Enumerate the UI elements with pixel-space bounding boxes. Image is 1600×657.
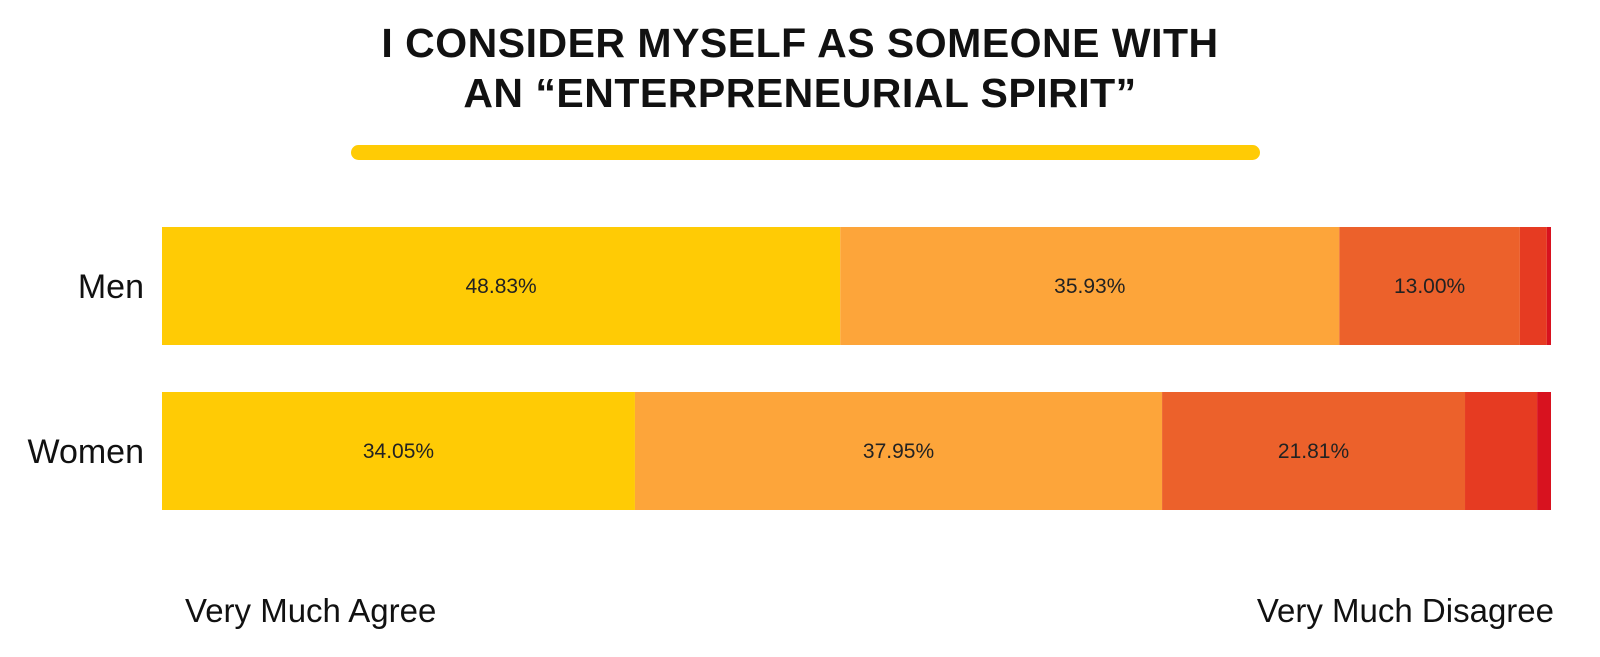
bar-segment: [634, 392, 1163, 510]
bar-segment: [162, 392, 635, 510]
data-label: 34.05%: [363, 440, 434, 463]
data-label: 35.93%: [1054, 275, 1125, 298]
data-label: 21.81%: [1278, 440, 1349, 463]
chart-title: I CONSIDER MYSELF AS SOMEONE WITH AN “EN…: [0, 18, 1600, 118]
bar-segment: [1339, 227, 1520, 345]
bar-segment: [1162, 392, 1466, 510]
scale-label-agree: Very Much Agree: [185, 592, 437, 629]
title-underline: [351, 145, 1260, 160]
scale-label-disagree: Very Much Disagree: [1256, 592, 1554, 629]
category-label: Men: [78, 268, 144, 306]
data-label: 13.00%: [1394, 275, 1465, 298]
bar-segment: [1519, 227, 1547, 345]
bar-segment: [1465, 392, 1538, 510]
category-label: Women: [27, 433, 144, 471]
data-label: 37.95%: [863, 440, 934, 463]
bar-segment: [162, 227, 841, 345]
bar-segment: [1546, 227, 1551, 345]
bar-row-men: Men 48.83% 35.93% 13.00%: [78, 227, 1551, 345]
chart-title-line-1: I CONSIDER MYSELF AS SOMEONE WITH: [381, 20, 1219, 66]
data-label: 48.83%: [466, 275, 537, 298]
chart-title-line-2: AN “ENTERPRENEURIAL SPIRIT”: [463, 70, 1137, 116]
bar-segment: [1537, 392, 1551, 510]
bar-row-women: Women 34.05% 37.95% 21.81%: [27, 392, 1551, 510]
bar-segment: [840, 227, 1340, 345]
